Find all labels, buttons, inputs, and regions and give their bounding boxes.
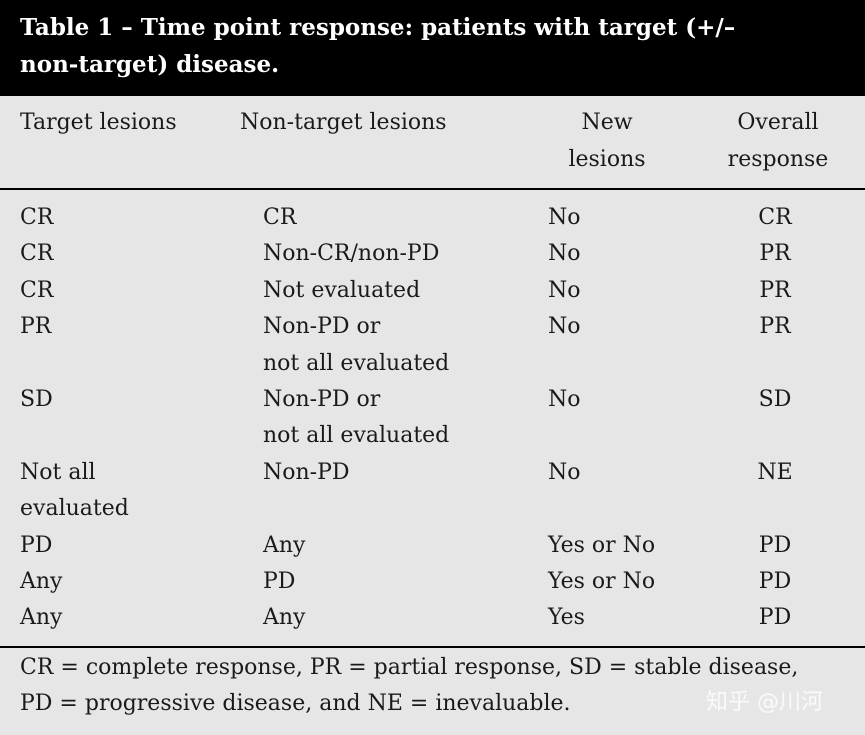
table-cell: No bbox=[548, 241, 581, 267]
table-cell: Non-PD bbox=[263, 459, 350, 485]
table-cell: NE bbox=[757, 459, 793, 485]
table-cell: CR bbox=[20, 277, 54, 303]
table-cell: Non-CR/non-PD bbox=[263, 241, 440, 267]
table-cell: PR bbox=[759, 241, 791, 267]
table-cell: PR bbox=[20, 314, 52, 340]
table-cell: No bbox=[548, 277, 581, 303]
table-cell: No bbox=[548, 459, 581, 485]
table-cell: Any bbox=[263, 605, 306, 631]
table-cell: not all evaluated bbox=[263, 350, 450, 376]
column-header: Overall bbox=[737, 110, 819, 135]
table-cell: not all evaluated bbox=[263, 423, 450, 449]
header-rule bbox=[0, 188, 865, 190]
table-cell: Any bbox=[20, 605, 63, 631]
table-cell: CR bbox=[20, 205, 54, 230]
table-cell: No bbox=[548, 205, 581, 230]
table-cell: CR bbox=[758, 205, 792, 230]
table-cell: Non-PD or bbox=[263, 314, 381, 340]
column-header: New bbox=[581, 110, 633, 135]
table-cell: Yes bbox=[548, 605, 585, 631]
table-cell: evaluated bbox=[20, 496, 129, 522]
table-cell: No bbox=[548, 314, 581, 340]
column-header: lesions bbox=[568, 147, 646, 172]
column-header: Non-target lesions bbox=[240, 110, 447, 135]
table-cell: PD bbox=[758, 532, 792, 558]
table-cell: Yes or No bbox=[548, 532, 656, 558]
table-cell: SD bbox=[20, 387, 53, 412]
table-cell: CR bbox=[263, 205, 297, 230]
table-cell: Not evaluated bbox=[263, 277, 421, 303]
title-bar bbox=[0, 0, 865, 96]
table-cell: Yes or No bbox=[548, 569, 656, 594]
table-cell: CR bbox=[20, 241, 54, 267]
table-cell: PD bbox=[20, 532, 53, 558]
table-cell: PR bbox=[759, 277, 791, 303]
table-cell: PD bbox=[758, 569, 792, 594]
table-cell: SD bbox=[758, 387, 792, 412]
table-cell: PR bbox=[759, 314, 791, 340]
title: non-target) disease. bbox=[20, 51, 280, 78]
footnote: CR = complete response, PR = partial res… bbox=[20, 655, 799, 680]
table-cell: Non-PD or bbox=[263, 387, 381, 412]
table-cell: Any bbox=[263, 532, 306, 558]
watermark: 知乎 @川河 bbox=[706, 690, 823, 715]
table-cell: No bbox=[548, 387, 581, 412]
footnote: PD = progressive disease, and NE = ineva… bbox=[20, 691, 571, 716]
table-cell: Not all bbox=[20, 459, 96, 485]
column-header: Target lesions bbox=[20, 110, 177, 135]
footer-rule bbox=[0, 646, 865, 648]
title: Table 1 – Time point response: patients … bbox=[20, 14, 736, 41]
table-cell: PD bbox=[758, 605, 792, 631]
column-header: response bbox=[727, 147, 829, 172]
table-cell: Any bbox=[20, 569, 63, 594]
table-cell: PD bbox=[263, 569, 296, 594]
